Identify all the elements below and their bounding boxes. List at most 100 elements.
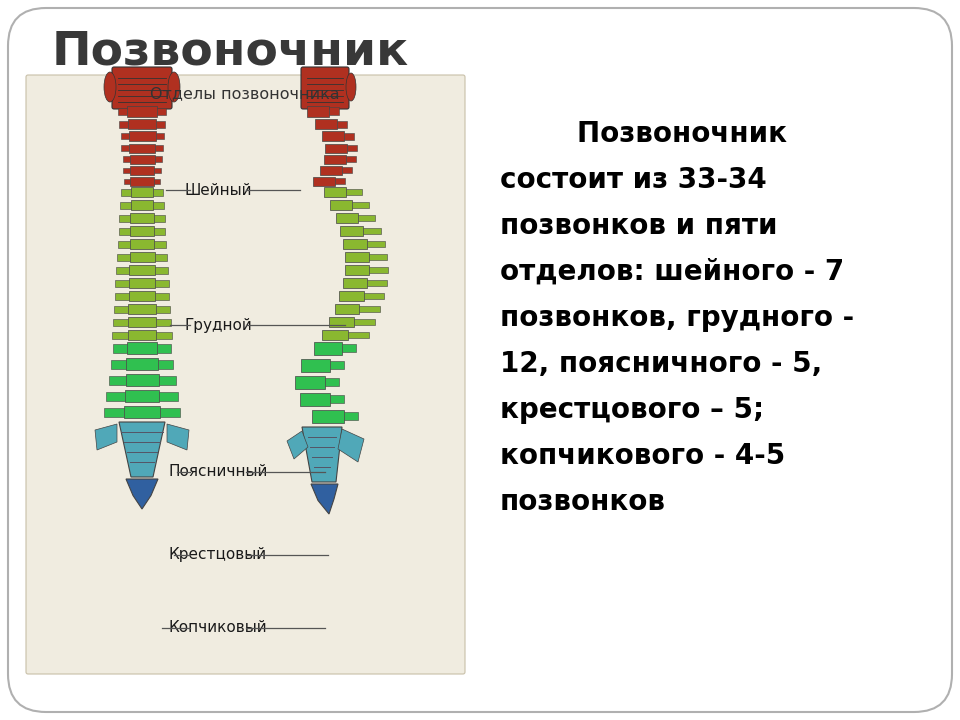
Bar	[113, 318, 128, 325]
FancyBboxPatch shape	[26, 75, 465, 674]
Bar	[348, 332, 370, 338]
Bar	[340, 291, 364, 301]
Bar	[323, 330, 348, 340]
Bar	[119, 228, 131, 235]
Bar	[359, 306, 380, 312]
Bar	[320, 166, 342, 174]
Bar	[130, 176, 154, 186]
Bar	[127, 342, 157, 354]
Bar	[154, 228, 165, 235]
Bar	[156, 133, 163, 139]
Bar	[154, 202, 164, 209]
Ellipse shape	[346, 73, 356, 101]
Bar	[128, 317, 156, 327]
Bar	[330, 395, 345, 403]
FancyBboxPatch shape	[112, 67, 172, 109]
Bar	[126, 374, 158, 386]
Bar	[364, 293, 384, 299]
Bar	[324, 155, 347, 163]
Bar	[123, 156, 130, 162]
Bar	[314, 341, 342, 354]
Bar	[129, 278, 156, 288]
Bar	[156, 279, 169, 287]
Bar	[340, 226, 363, 236]
Bar	[130, 166, 154, 174]
Bar	[154, 179, 160, 184]
Bar	[114, 305, 129, 312]
Bar	[160, 408, 180, 416]
Polygon shape	[167, 424, 189, 450]
Text: Копчиковый: Копчиковый	[169, 621, 267, 636]
Polygon shape	[287, 431, 308, 459]
Text: Позвоночник: Позвоночник	[52, 30, 409, 74]
Bar	[121, 189, 131, 196]
FancyBboxPatch shape	[8, 8, 952, 712]
Text: Крестцовый: Крестцовый	[169, 547, 267, 562]
Bar	[113, 343, 127, 353]
Bar	[121, 145, 129, 151]
Bar	[322, 131, 344, 141]
Text: Шейный: Шейный	[184, 182, 252, 197]
Bar	[116, 266, 130, 274]
Bar	[352, 202, 369, 208]
Bar	[335, 178, 345, 184]
Bar	[347, 156, 356, 162]
Bar	[363, 228, 380, 234]
Bar	[155, 145, 163, 151]
Bar	[324, 143, 347, 153]
Bar	[115, 279, 129, 287]
Bar	[129, 131, 156, 141]
Bar	[120, 202, 131, 209]
Bar	[155, 240, 166, 248]
Bar	[358, 215, 375, 221]
Bar	[129, 143, 155, 153]
Bar	[118, 107, 127, 114]
Bar	[124, 179, 130, 184]
Bar	[300, 392, 330, 405]
Bar	[121, 133, 129, 139]
Bar	[128, 119, 156, 129]
Bar	[130, 155, 155, 163]
Bar	[344, 412, 357, 420]
Bar	[345, 265, 369, 275]
Bar	[156, 120, 165, 127]
Text: позвонков и пяти: позвонков и пяти	[500, 212, 778, 240]
Ellipse shape	[104, 72, 116, 102]
Bar	[156, 292, 169, 300]
Bar	[104, 408, 124, 416]
Bar	[158, 376, 176, 384]
Bar	[329, 361, 344, 369]
Bar	[344, 132, 353, 140]
Bar	[110, 359, 127, 369]
Text: отделов: шейного - 7: отделов: шейного - 7	[500, 258, 844, 286]
Bar	[125, 390, 159, 402]
Bar	[156, 331, 172, 338]
Bar	[114, 292, 129, 300]
Bar	[129, 304, 156, 314]
Bar	[128, 330, 156, 340]
Bar	[131, 200, 154, 210]
Bar	[367, 241, 385, 247]
Bar	[157, 359, 173, 369]
Polygon shape	[302, 427, 342, 482]
Bar	[112, 331, 128, 338]
Bar	[155, 253, 167, 261]
Bar	[337, 120, 348, 127]
Bar	[155, 266, 168, 274]
Bar	[330, 200, 352, 210]
Bar	[129, 291, 156, 301]
Text: Поясничный: Поясничный	[168, 464, 268, 480]
Bar	[336, 213, 358, 223]
Bar	[334, 304, 359, 314]
Bar	[300, 359, 329, 372]
Bar	[108, 376, 126, 384]
Bar	[367, 280, 387, 286]
Bar	[343, 278, 367, 288]
Text: копчикового - 4-5: копчикового - 4-5	[500, 442, 785, 470]
Text: Отделы позвоночника: Отделы позвоночника	[150, 86, 340, 102]
Text: крестцового – 5;: крестцового – 5;	[500, 396, 764, 424]
Bar	[127, 358, 157, 370]
Bar	[155, 156, 161, 162]
Text: Позвоночник: Позвоночник	[500, 120, 787, 148]
Bar	[119, 215, 131, 222]
